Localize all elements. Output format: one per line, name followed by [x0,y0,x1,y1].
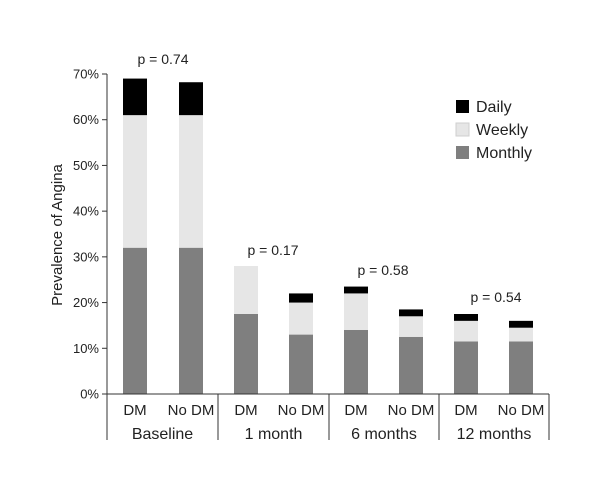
legend-swatch-monthly [456,146,469,159]
y-tick-label: 0% [80,387,99,402]
bar-segment-weekly [454,320,478,342]
legend-label-monthly: Monthly [476,145,532,162]
legend-swatch-weekly [455,122,470,137]
y-axis-label: Prevalence of Angina [49,163,66,305]
bar-segment-weekly [509,327,533,342]
bar-segment-monthly [344,330,368,394]
p-value-label: p = 0.58 [358,262,409,278]
bar-segment-weekly [399,316,423,337]
x-category-label: DM [454,402,477,419]
bar-segment-daily [123,78,147,116]
x-group-label: 12 months [457,426,532,443]
x-group-label: 1 month [245,426,303,443]
bar-segment-daily [344,286,368,294]
bar-segment-weekly [289,302,313,335]
bar-segment-monthly [454,341,478,394]
y-tick-label: 50% [73,158,99,173]
legend-label-weekly: Weekly [476,122,528,139]
bars [123,78,533,394]
x-axis: DM No DM DM No DM DM No DM DM No DM Baseline 1 mo… [106,393,550,443]
p-value-label: p = 0.17 [248,242,299,258]
y-tick-label: 70% [73,67,99,82]
bar-segment-daily [399,309,423,317]
bar-segment-daily [509,320,533,328]
p-value-label: p = 0.74 [138,51,189,67]
bar-segment-monthly [179,247,203,394]
x-group-label: Baseline [132,426,193,443]
bar-segment-monthly [123,247,147,394]
y-tick-label: 60% [73,112,99,127]
bar-segment-weekly [123,115,147,248]
legend-swatch-daily [456,100,469,113]
bar-segment-monthly [234,314,258,394]
p-value-labels: p = 0.74 p = 0.17 p = 0.58 p = 0.54 [138,51,522,305]
x-category-label: No DM [498,402,545,419]
y-tick-label: 20% [73,295,99,310]
bar-segment-monthly [289,334,313,394]
p-value-label: p = 0.54 [471,289,522,305]
x-group-label: 6 months [351,426,417,443]
bar-segment-weekly [179,115,203,248]
x-category-label: DM [123,402,146,419]
bar-segment-monthly [399,336,423,394]
x-category-label: DM [234,402,257,419]
y-tick-label: 30% [73,249,99,264]
legend-label-daily: Daily [476,99,512,116]
bar-segment-daily [179,82,203,116]
y-tick-label: 40% [73,204,99,219]
bar-segment-monthly [509,341,533,394]
bar-segment-weekly [234,266,258,314]
bar-segment-daily [454,314,478,321]
x-category-label: No DM [278,402,325,419]
bar-segment-weekly [344,293,368,330]
legend: Daily Weekly Monthly [455,99,532,162]
y-tick-label: 10% [73,341,99,356]
x-category-label: DM [344,402,367,419]
x-category-label: No DM [388,402,435,419]
y-axis: 0% 10% 20% 30% 40% 50% 60% 70% [73,67,108,402]
x-category-label: No DM [168,402,215,419]
bar-segment-daily [289,293,313,303]
